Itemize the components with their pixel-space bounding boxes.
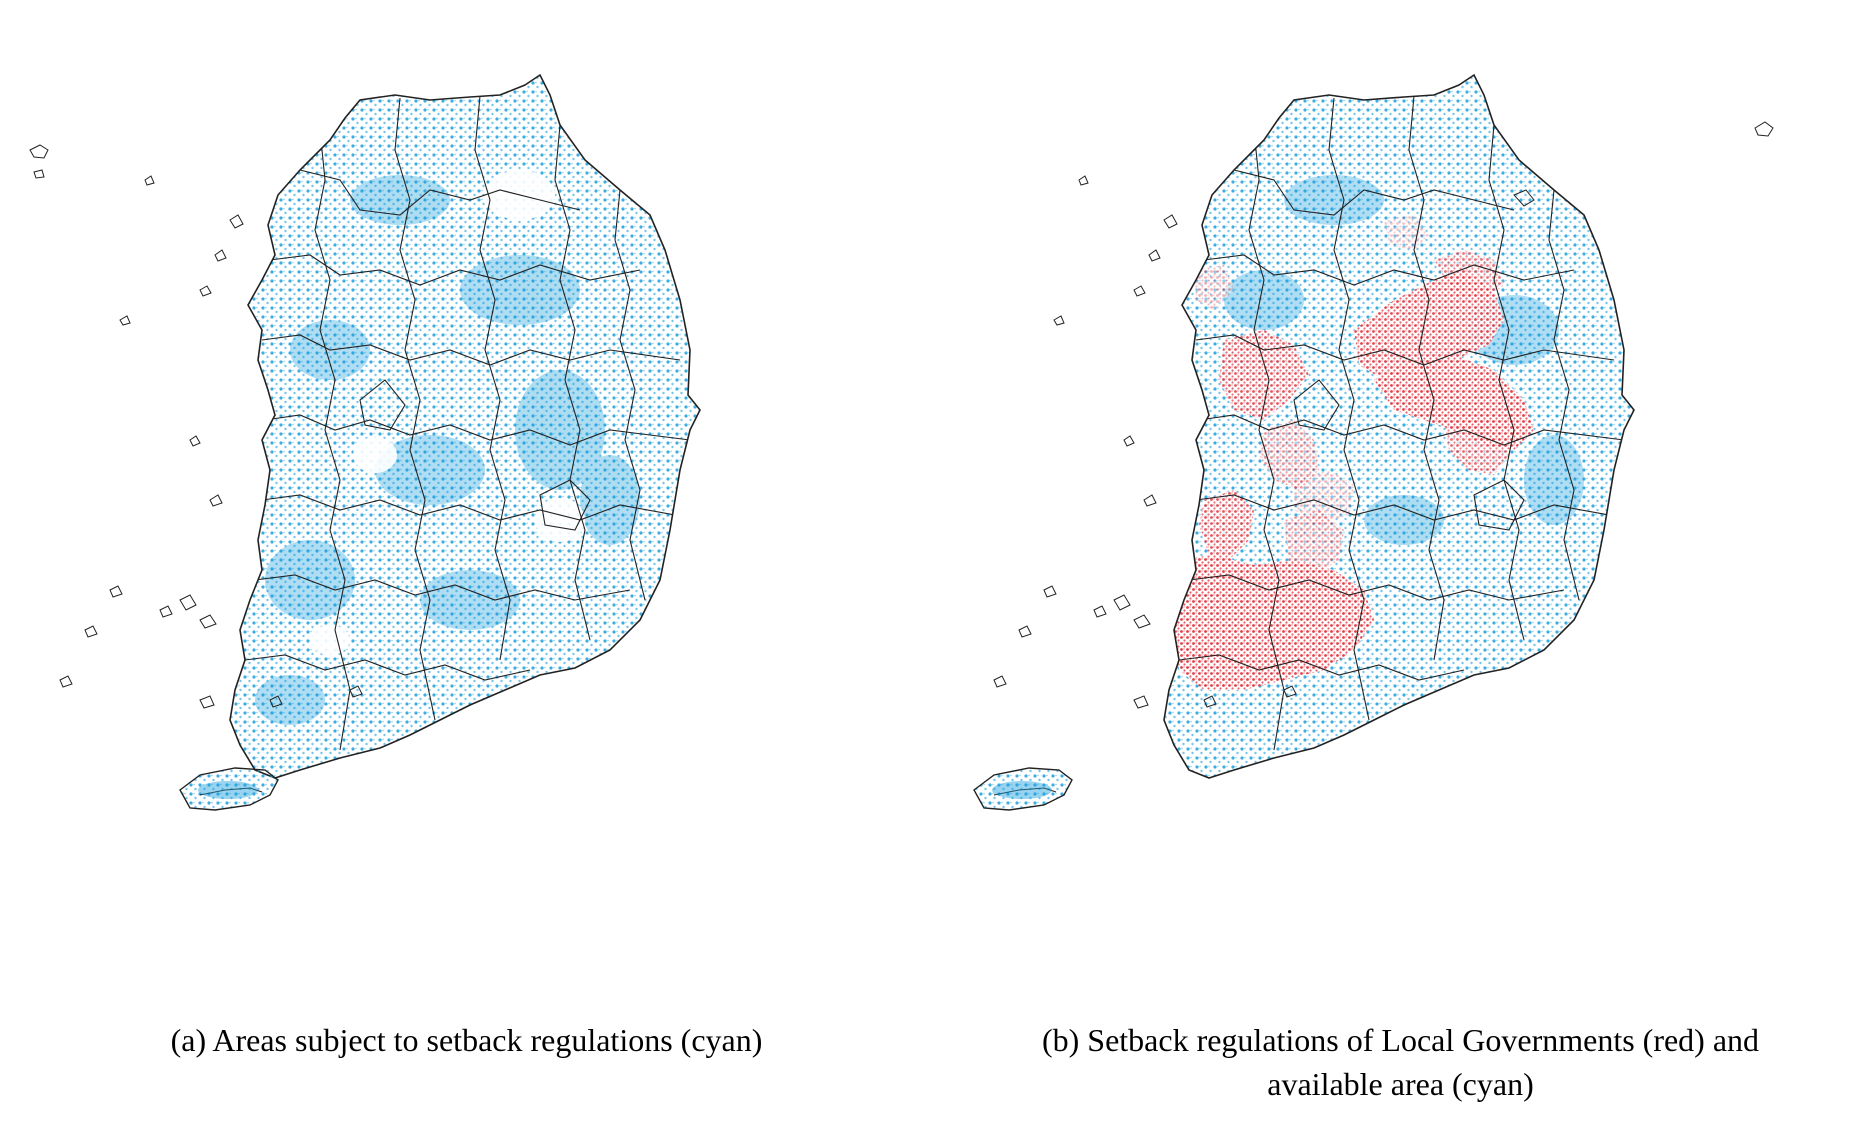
caption-b-line1: (b) Setback regulations of Local Governm…: [1041, 1022, 1760, 1058]
map-panel-a: (a) Areas subject to setback regulations…: [0, 0, 933, 1136]
map-panel-b: (b) Setback regulations of Local Governm…: [934, 0, 1867, 1136]
korea-map-b: [973, 74, 1774, 811]
cyan-layer: [230, 75, 700, 778]
korea-map-a: [29, 74, 701, 811]
jeju-island: [973, 767, 1073, 811]
caption-b-line2: available area (cyan): [1267, 1066, 1534, 1102]
offshore-islets: [1754, 121, 1774, 137]
red-layer: [1174, 215, 1534, 690]
caption-b: (b) Setback regulations of Local Governm…: [954, 1018, 1847, 1106]
coastal-islands: [29, 144, 363, 709]
jeju-island: [179, 767, 279, 811]
caption-a: (a) Areas subject to setback regulations…: [20, 1018, 913, 1062]
boundary-lines: [244, 95, 691, 751]
coastal-islands: [993, 175, 1535, 709]
boundary-lines: [1178, 95, 1625, 751]
caption-a-text: (a) Areas subject to setback regulations…: [170, 1022, 763, 1058]
